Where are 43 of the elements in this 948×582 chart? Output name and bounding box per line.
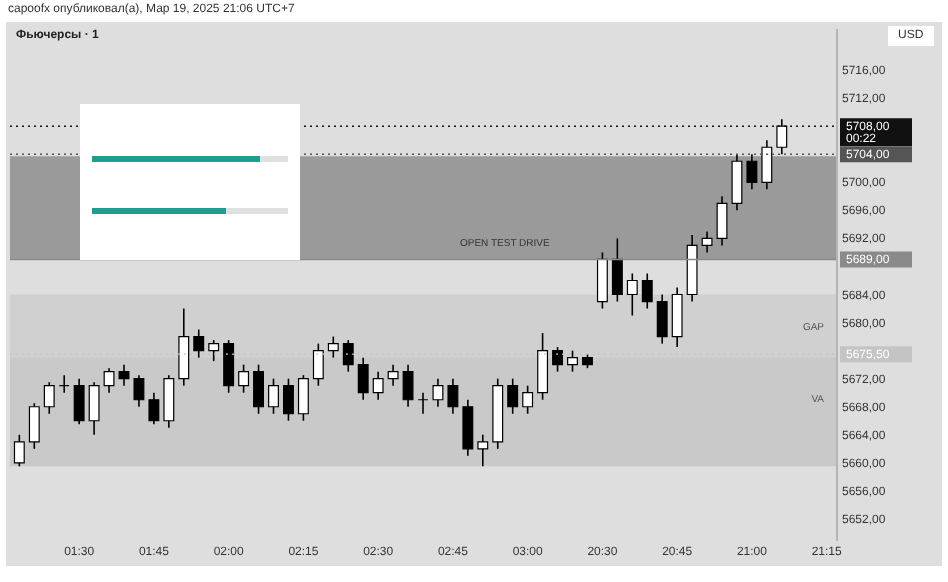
candlestick — [746, 153, 758, 191]
candlestick — [387, 363, 399, 387]
candlestick — [178, 307, 190, 387]
candlestick — [641, 272, 653, 310]
candlestick — [357, 356, 369, 401]
candlestick — [223, 339, 235, 394]
candlestick — [761, 139, 773, 191]
candlestick — [567, 349, 578, 373]
candlestick — [253, 363, 265, 415]
candlestick — [282, 377, 294, 422]
candlestick — [656, 293, 668, 345]
candlestick — [73, 377, 85, 426]
candlestick — [312, 342, 324, 387]
candlestick — [28, 402, 40, 450]
candlestick — [402, 363, 414, 408]
candlestick — [193, 328, 205, 359]
candlestick — [552, 346, 564, 373]
candlestick — [372, 370, 384, 401]
candlestick — [88, 381, 100, 436]
candlestick — [58, 374, 70, 394]
candlestick — [208, 339, 220, 362]
candlestick — [163, 374, 175, 429]
candlestick — [477, 433, 489, 468]
candlestick — [297, 374, 309, 422]
candlestick — [148, 391, 160, 426]
candlestick — [432, 377, 444, 408]
candlestick — [522, 384, 534, 415]
candlestick — [507, 377, 519, 415]
candlestick — [447, 377, 459, 415]
candlestick — [626, 272, 638, 317]
candlestick — [43, 381, 55, 415]
candlestick — [342, 339, 354, 373]
candlestick — [596, 251, 608, 310]
candlestick — [327, 335, 339, 359]
candlestick — [417, 391, 429, 415]
candlestick — [776, 118, 788, 156]
candlestick — [671, 286, 683, 348]
candlestick — [13, 433, 25, 468]
candlestick — [462, 398, 474, 457]
candlestick — [537, 332, 549, 401]
candlestick — [611, 237, 623, 303]
candlestick — [268, 377, 279, 415]
candlestick — [238, 363, 250, 394]
